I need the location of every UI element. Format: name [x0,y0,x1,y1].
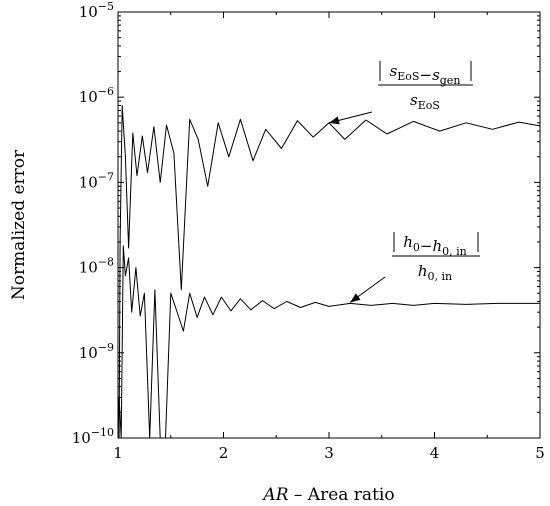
annotation-1: sEoS−sgen sEoS [328,61,473,125]
annotations-layer: sEoS−sgen sEoS h0−h0, in h0, in [328,61,480,303]
x-tick-label: 1 [113,444,123,462]
series-layer [117,105,541,439]
x-axis-title: AR – Area ratio [261,485,394,505]
series-line-2 [117,245,540,439]
y-tick-label: 10−10 [72,426,114,447]
x-axis-title-italic: AR [261,485,288,505]
x-tick-label: 4 [430,444,440,462]
annotation-denominator: h0, in [418,262,452,283]
annotation-2: h0−h0, in h0, in [349,232,480,303]
x-tick-label: 2 [219,444,229,462]
annotation-arrowhead [350,293,361,303]
series-line-1 [118,105,541,439]
annotation-arrowhead [329,116,340,125]
labels-layer: 1 2 3 4 5 10−10 10−9 10−8 10−7 10−6 10−5 [72,0,545,462]
y-tick-label: 10−5 [79,0,114,21]
y-tick-label: 10−7 [79,170,114,191]
y-tick-label: 10−9 [79,341,114,362]
y-axis-title: Normalized error [9,149,29,300]
annotation-numerator: h0−h0, in [403,233,467,258]
x-axis-title-rest: – Area ratio [289,485,395,505]
x-tick-label: 5 [535,444,545,462]
annotation-numerator: sEoS−sgen [390,62,461,87]
ticks-layer [117,11,541,439]
annotation-denominator: sEoS [410,91,440,112]
y-tick-label: 10−8 [79,256,114,277]
plot-frame [117,11,541,439]
y-tick-label: 10−6 [79,85,114,106]
x-tick-label: 3 [324,444,334,462]
